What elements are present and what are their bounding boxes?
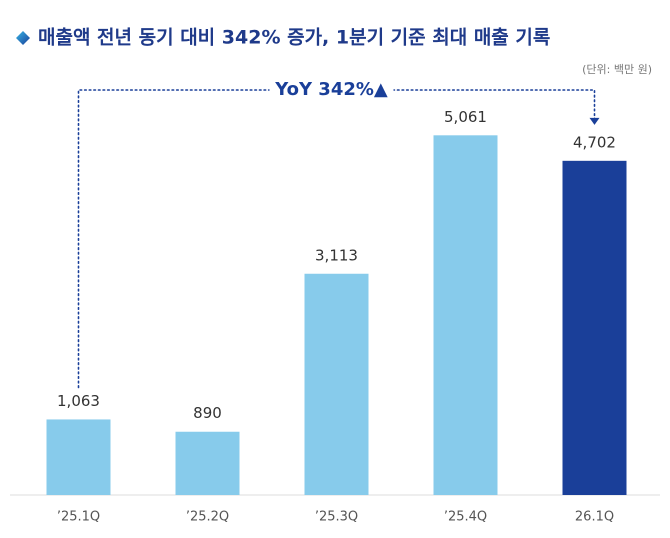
annotation-arrow: [589, 117, 600, 125]
value-label: 3,113: [315, 246, 358, 264]
annotation: YoY 342%▲: [274, 79, 388, 100]
x-tick-label: ’25.3Q: [315, 510, 358, 525]
value-label: 890: [193, 404, 222, 422]
x-tick-label: ’25.2Q: [186, 510, 229, 525]
bar: [433, 135, 498, 495]
annotation-line: [77, 89, 596, 389]
annotation-bg: [269, 78, 394, 102]
bar: [175, 431, 240, 495]
bar: [46, 419, 111, 495]
value-label: 4,702: [573, 133, 616, 151]
x-tick-label: 26.1Q: [575, 510, 614, 525]
bar: [304, 273, 369, 495]
value-label: 5,061: [444, 108, 487, 126]
bar: [562, 160, 627, 495]
title-icon: [16, 31, 30, 45]
x-tick-label: ’25.1Q: [57, 510, 100, 525]
x-tick-label: ’25.4Q: [444, 510, 487, 525]
chart-title: 매출액 전년 동기 대비 342% 증가, 1분기 기준 최대 매출 기록: [38, 27, 550, 49]
value-label: 1,063: [57, 392, 100, 410]
unit-label: (단위: 백만 원): [582, 63, 652, 76]
